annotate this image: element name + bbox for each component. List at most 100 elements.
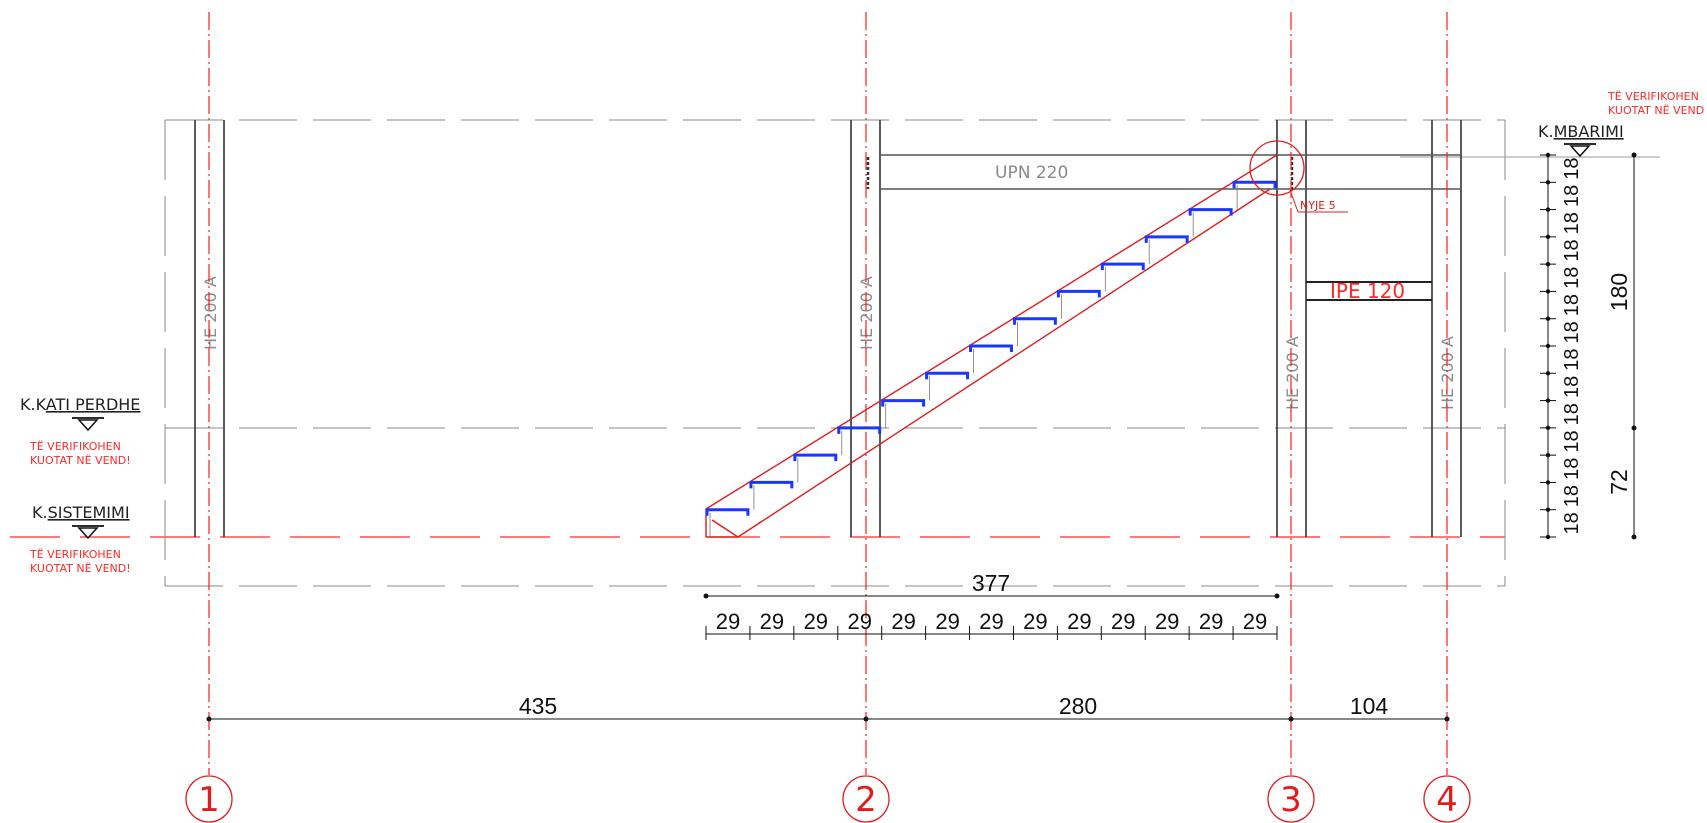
level-triangle-icon bbox=[77, 527, 99, 540]
riser-dim-node bbox=[1545, 398, 1551, 403]
note-verify-top-b: KUOTAT NË VEND bbox=[1608, 104, 1704, 117]
axis-bubble-4-label: 4 bbox=[1436, 780, 1458, 820]
dim-axis-1-2: 435 bbox=[519, 693, 557, 719]
stair-dimensions: 377 29 29 29 29 29 29 29 29 29 29 29 29 29 bbox=[703, 570, 1280, 640]
tread-dim-label: 29 bbox=[1111, 609, 1135, 634]
dim-height-lower: 72 bbox=[1606, 469, 1632, 495]
tread-dim-label: 29 bbox=[1199, 609, 1223, 634]
tread-dimensions: 29 29 29 29 29 29 29 29 29 29 29 29 29 bbox=[705, 609, 1278, 640]
dim-axis-3-4: 104 bbox=[1350, 693, 1389, 719]
column-label-1: HE 200 A bbox=[201, 276, 220, 350]
node-label: NYJE 5 bbox=[1300, 199, 1336, 212]
axis-dimensions: 435 280 104 bbox=[206, 693, 1450, 722]
level-triangle-icon bbox=[1569, 145, 1591, 158]
tread-dim-label: 29 bbox=[716, 609, 740, 634]
riser-dim-label: 18 bbox=[1561, 485, 1583, 507]
stair-step bbox=[925, 371, 970, 401]
level-triangle-icon bbox=[77, 419, 99, 432]
riser-dim-label: 18 bbox=[1561, 158, 1583, 180]
column-label-3: HE 200 A bbox=[1283, 336, 1302, 410]
axis-bubble-4: 4 bbox=[1423, 775, 1471, 823]
tread-dim-label: 29 bbox=[935, 609, 959, 634]
riser-dim-label: 18 bbox=[1561, 212, 1583, 234]
axis-bubble-2-label: 2 bbox=[855, 780, 877, 820]
riser-dim-label: 18 bbox=[1561, 321, 1583, 343]
tread-dim-label: 29 bbox=[1023, 609, 1047, 634]
riser-dim-node bbox=[1545, 152, 1551, 158]
level-mbarimi: TË VERIFIKOHEN KUOTAT NË VEND K.MBARIMI bbox=[1538, 90, 1704, 158]
stair-step bbox=[1100, 262, 1145, 292]
axis-bubble-3-label: 3 bbox=[1280, 780, 1302, 820]
stair-step bbox=[881, 399, 926, 428]
top-beam-label: UPN 220 bbox=[995, 163, 1068, 183]
riser-dim-node bbox=[1545, 480, 1551, 485]
riser-dim-node bbox=[1545, 452, 1551, 458]
level-sistemimi-label: K.SISTEMIMI bbox=[32, 503, 130, 522]
ipe-beam: IPE 120 bbox=[1306, 279, 1432, 303]
note-verify-1b: KUOTAT NË VEND! bbox=[30, 454, 131, 467]
stair-step bbox=[1056, 289, 1101, 319]
riser-dim-node bbox=[1545, 289, 1551, 294]
stair-step bbox=[793, 453, 838, 483]
column-label-2: HE 200 A bbox=[857, 276, 876, 350]
note-verify-1a: TË VERIFIKOHEN bbox=[29, 440, 121, 453]
stair-step bbox=[969, 344, 1013, 374]
riser-dimensions: 18 18 18 18 18 18 18 18 18 18 18 18 18 18 bbox=[1540, 152, 1583, 540]
note-verify-top-a: TË VERIFIKOHEN bbox=[1607, 90, 1699, 103]
riser-dim-node bbox=[1545, 180, 1551, 185]
grid-axes: 1 2 3 4 bbox=[185, 12, 1471, 823]
tread-dim-label: 29 bbox=[1155, 609, 1179, 634]
riser-dim-node bbox=[1545, 534, 1551, 540]
stair-step bbox=[749, 480, 794, 510]
axis-bubble-1: 1 bbox=[185, 775, 233, 823]
column-axis-1 bbox=[194, 120, 225, 537]
note-verify-2b: KUOTAT NË VEND! bbox=[30, 562, 131, 575]
level-kati-perdhe: K.KATI PERDHE TË VERIFIKOHEN KUOTAT NË V… bbox=[20, 395, 140, 467]
riser-dim-label: 18 bbox=[1561, 376, 1583, 398]
riser-dim-node bbox=[1545, 507, 1551, 512]
tread-dim-label: 29 bbox=[847, 609, 871, 634]
slab-outlines bbox=[10, 119, 1660, 587]
tread-dim-label: 29 bbox=[1067, 609, 1091, 634]
riser-dim-node bbox=[1545, 234, 1551, 240]
stair-step bbox=[1232, 180, 1277, 210]
tread-dim-label: 29 bbox=[1243, 609, 1267, 634]
riser-dim-label: 18 bbox=[1561, 267, 1583, 289]
ipe-beam-label: IPE 120 bbox=[1330, 279, 1405, 303]
tread-dim-label: 29 bbox=[804, 609, 828, 634]
riser-dim-label: 18 bbox=[1561, 185, 1583, 207]
tread-dim-label: 29 bbox=[891, 609, 915, 634]
stair-treads bbox=[705, 180, 1277, 537]
height-dimensions: 18 18 18 18 18 18 18 18 18 18 18 18 18 18 180 72 bbox=[1540, 152, 1637, 540]
level-kati-perdhe-label: K.KATI PERDHE bbox=[20, 395, 140, 414]
riser-dim-label: 18 bbox=[1561, 430, 1583, 452]
stair-step bbox=[837, 426, 882, 456]
stair-step bbox=[1012, 317, 1057, 346]
stair-step bbox=[1144, 235, 1189, 265]
dim-stair-total: 377 bbox=[972, 570, 1010, 596]
riser-dim-label: 18 bbox=[1561, 239, 1583, 261]
level-mbarimi-label: K.MBARIMI bbox=[1538, 122, 1624, 141]
riser-dim-node bbox=[1545, 343, 1551, 349]
stair-step bbox=[1188, 208, 1233, 237]
axis-bubble-3: 3 bbox=[1267, 775, 1315, 823]
stair-step bbox=[705, 508, 750, 537]
riser-dim-node bbox=[1545, 371, 1551, 376]
axis-bubble-2: 2 bbox=[842, 775, 890, 823]
dim-axis-2-3: 280 bbox=[1059, 693, 1097, 719]
axis-bubble-1-label: 1 bbox=[198, 780, 220, 820]
riser-dim-node bbox=[1545, 261, 1551, 267]
tread-dim-label: 29 bbox=[760, 609, 784, 634]
level-sistemimi: K.SISTEMIMI TË VERIFIKOHEN KUOTAT NË VEN… bbox=[29, 503, 131, 575]
riser-dim-node bbox=[1545, 207, 1551, 212]
note-verify-2a: TË VERIFIKOHEN bbox=[29, 548, 121, 561]
tread-dim-label: 29 bbox=[979, 609, 1003, 634]
column-label-4: HE 200 A bbox=[1438, 336, 1457, 410]
riser-dim-label: 18 bbox=[1561, 349, 1583, 371]
top-beam: UPN 220 bbox=[866, 154, 1461, 190]
column-labels: HE 200 A HE 200 A HE 200 A HE 200 A bbox=[201, 276, 1457, 410]
dim-height-upper: 180 bbox=[1606, 273, 1632, 311]
riser-dim-label: 18 bbox=[1561, 512, 1583, 534]
riser-dim-label: 18 bbox=[1561, 403, 1583, 425]
